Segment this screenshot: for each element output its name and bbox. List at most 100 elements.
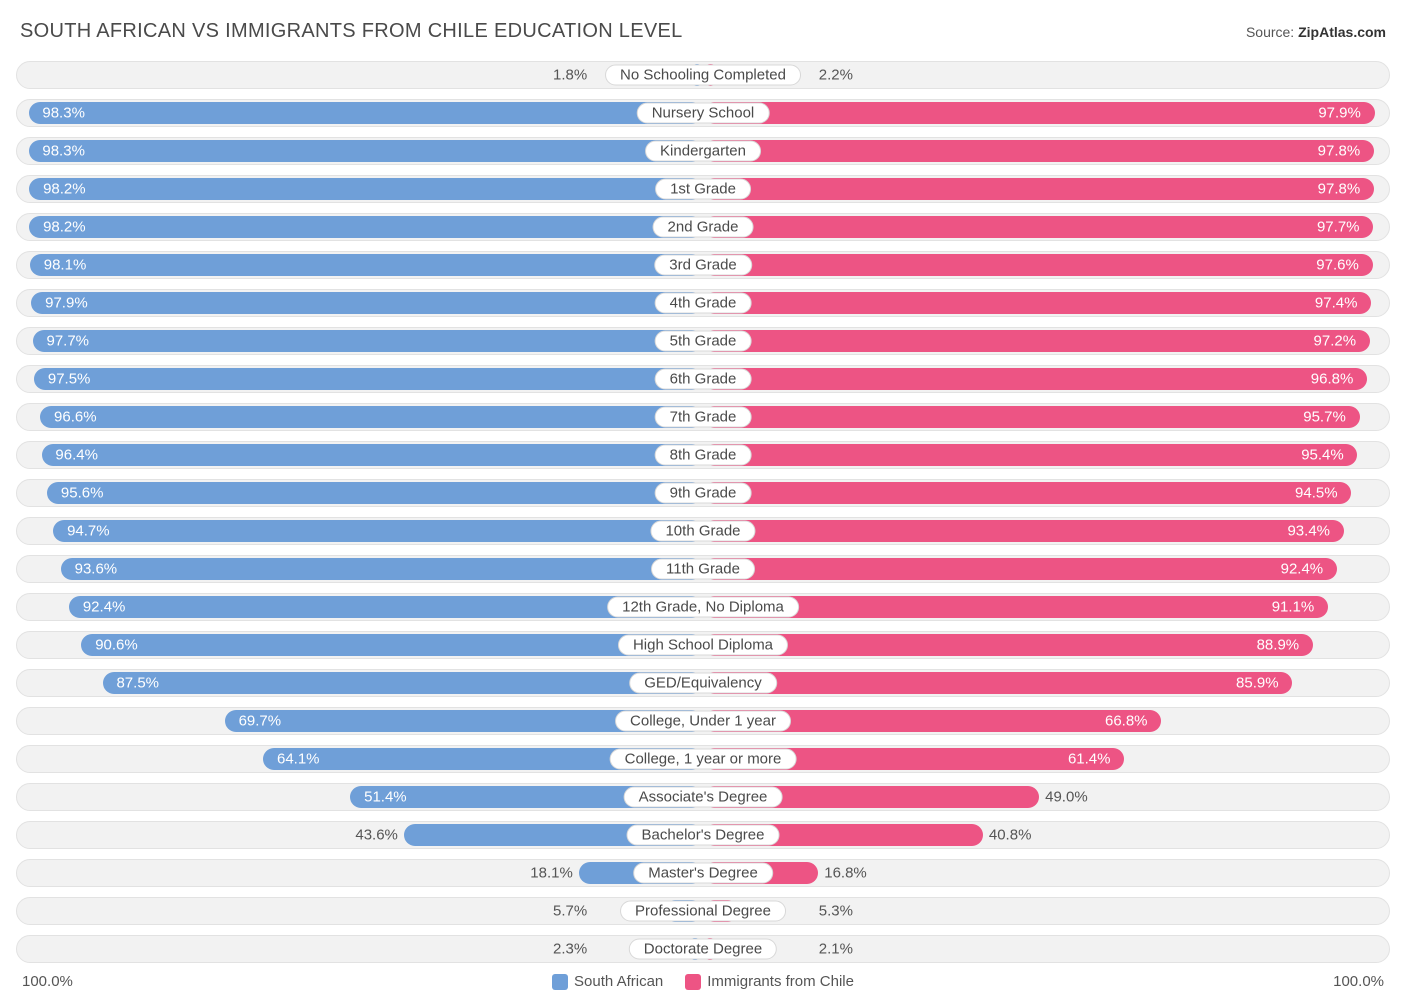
- chart-row: 97.9% 97.4% 4th Grade: [16, 289, 1390, 317]
- chart-source: Source: ZipAtlas.com: [1246, 24, 1386, 40]
- value-label-right: 97.8%: [1318, 143, 1361, 160]
- bar-right: [703, 444, 1357, 466]
- chart-row: 51.4%49.0%Associate's Degree: [16, 783, 1390, 811]
- value-label-right: 85.9%: [1236, 675, 1279, 692]
- value-label-right: 66.8%: [1105, 713, 1148, 730]
- bar-left: [30, 254, 703, 276]
- value-label-left: 93.6%: [75, 561, 118, 578]
- bar-left: [42, 444, 703, 466]
- value-label-right: 92.4%: [1281, 561, 1324, 578]
- category-label: Master's Degree: [633, 863, 773, 884]
- chart-row: 98.2%97.8%1st Grade: [16, 175, 1390, 203]
- value-label-right: 2.1%: [819, 941, 853, 958]
- category-label: 5th Grade: [655, 331, 752, 352]
- chart-row: 69.7%66.8%College, Under 1 year: [16, 707, 1390, 735]
- legend-swatch-left: [552, 974, 568, 990]
- source-value: ZipAtlas.com: [1298, 24, 1386, 40]
- value-label-left: 98.1%: [44, 257, 87, 274]
- value-label-left: 96.4%: [55, 447, 98, 464]
- bar-left: [33, 330, 703, 352]
- chart-row: 64.1%61.4%College, 1 year or more: [16, 745, 1390, 773]
- bar-left: [40, 406, 703, 428]
- value-label-right: 88.9%: [1257, 637, 1300, 654]
- category-label: 6th Grade: [655, 369, 752, 390]
- bar-right: [703, 292, 1371, 314]
- bar-left: [29, 216, 703, 238]
- chart-row: 98.1%97.6%3rd Grade: [16, 251, 1390, 279]
- chart-row: 98.3% 97.8% Kindergarten: [16, 137, 1390, 165]
- bar-right: [703, 520, 1344, 542]
- value-label-right: 97.9%: [1318, 105, 1361, 122]
- chart-row: 43.6%40.8%Bachelor's Degree: [16, 821, 1390, 849]
- value-label-left: 97.5%: [48, 371, 91, 388]
- value-label-right: 95.4%: [1301, 447, 1344, 464]
- bar-left: [29, 178, 703, 200]
- category-label: 1st Grade: [655, 179, 751, 200]
- category-label: 12th Grade, No Diploma: [607, 597, 799, 618]
- value-label-left: 98.3%: [42, 143, 85, 160]
- category-label: No Schooling Completed: [605, 65, 801, 86]
- value-label-right: 16.8%: [824, 865, 867, 882]
- bar-left: [31, 292, 703, 314]
- value-label-left: 98.2%: [43, 219, 86, 236]
- bar-right: [703, 558, 1337, 580]
- bar-right: [703, 102, 1375, 124]
- bar-left: [29, 102, 703, 124]
- category-label: 7th Grade: [655, 407, 752, 428]
- chart-row: 1.8%2.2%No Schooling Completed: [16, 61, 1390, 89]
- axis-right-max: 100.0%: [1333, 973, 1384, 990]
- category-label: Doctorate Degree: [629, 939, 777, 960]
- chart-legend: South African Immigrants from Chile: [552, 973, 854, 990]
- chart-header: SOUTH AFRICAN VS IMMIGRANTS FROM CHILE E…: [16, 20, 1390, 43]
- category-label: 11th Grade: [651, 559, 755, 580]
- chart-row: 18.1%16.8%Master's Degree: [16, 859, 1390, 887]
- bar-left: [53, 520, 703, 542]
- value-label-left: 69.7%: [239, 713, 282, 730]
- chart-row: 5.7%5.3%Professional Degree: [16, 897, 1390, 925]
- category-label: College, 1 year or more: [610, 749, 797, 770]
- value-label-left: 98.2%: [43, 181, 86, 198]
- chart-row: 93.6% 92.4% 11th Grade: [16, 555, 1390, 583]
- chart-row: 95.6%94.5%9th Grade: [16, 479, 1390, 507]
- category-label: 4th Grade: [655, 293, 752, 314]
- category-label: High School Diploma: [618, 635, 788, 656]
- bar-left: [29, 140, 703, 162]
- value-label-left: 92.4%: [83, 599, 126, 616]
- value-label-left: 95.6%: [61, 485, 104, 502]
- category-label: Professional Degree: [620, 901, 786, 922]
- chart-row: 2.3%2.1%Doctorate Degree: [16, 935, 1390, 963]
- value-label-right: 93.4%: [1287, 523, 1330, 540]
- value-label-left: 98.3%: [42, 105, 85, 122]
- bar-right: [703, 140, 1374, 162]
- value-label-right: 97.7%: [1317, 219, 1360, 236]
- value-label-left: 90.6%: [95, 637, 138, 654]
- value-label-left: 43.6%: [355, 827, 398, 844]
- chart-row: 87.5%85.9%GED/Equivalency: [16, 669, 1390, 697]
- legend-item-left: South African: [552, 973, 663, 990]
- legend-label-right: Immigrants from Chile: [707, 973, 854, 990]
- category-label: 10th Grade: [650, 521, 755, 542]
- value-label-left: 5.7%: [553, 903, 587, 920]
- category-label: 9th Grade: [655, 483, 752, 504]
- value-label-right: 97.4%: [1315, 295, 1358, 312]
- chart-row: 98.3%97.9%Nursery School: [16, 99, 1390, 127]
- value-label-right: 2.2%: [819, 67, 853, 84]
- bar-right: [703, 406, 1360, 428]
- value-label-left: 97.9%: [45, 295, 88, 312]
- bar-right: [703, 178, 1374, 200]
- chart-row: 94.7%93.4%10th Grade: [16, 517, 1390, 545]
- value-label-left: 87.5%: [116, 675, 159, 692]
- category-label: Kindergarten: [645, 141, 761, 162]
- legend-swatch-right: [685, 974, 701, 990]
- axis-left-max: 100.0%: [22, 973, 73, 990]
- bar-right: [703, 330, 1370, 352]
- bar-left: [103, 672, 703, 694]
- bar-right: [703, 672, 1292, 694]
- chart-footer: 100.0% South African Immigrants from Chi…: [16, 973, 1390, 990]
- category-label: 2nd Grade: [653, 217, 754, 238]
- chart-row: 97.7%97.2%5th Grade: [16, 327, 1390, 355]
- category-label: 3rd Grade: [654, 255, 752, 276]
- diverging-bar-chart: 1.8%2.2%No Schooling Completed98.3%97.9%…: [16, 61, 1390, 963]
- value-label-left: 96.6%: [54, 409, 97, 426]
- value-label-right: 91.1%: [1272, 599, 1315, 616]
